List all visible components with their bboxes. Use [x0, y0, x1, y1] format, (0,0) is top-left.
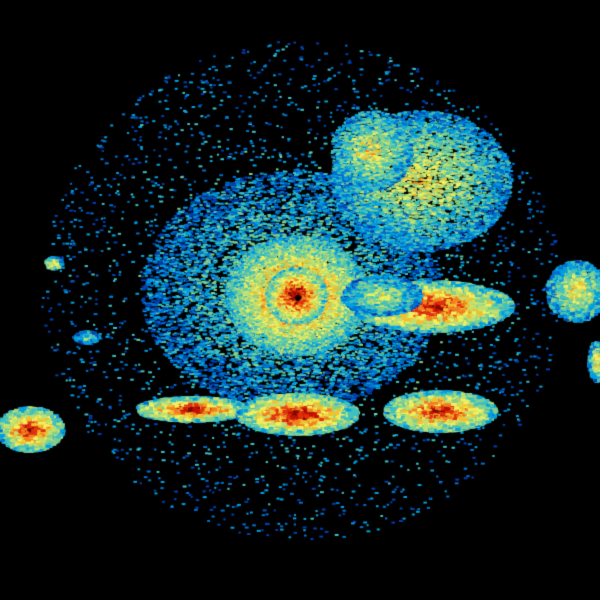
- radar-image: [0, 0, 600, 600]
